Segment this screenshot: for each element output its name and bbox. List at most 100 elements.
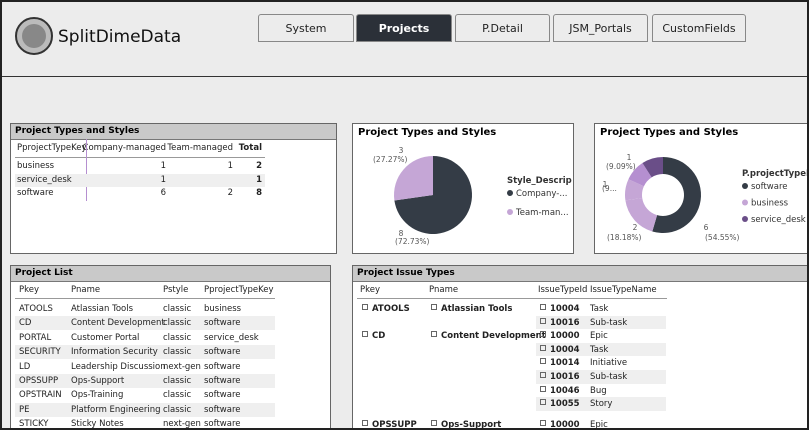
- pie-panel: Project Types and Styles 8 (72.73%) 3 (27.27…: [352, 123, 574, 254]
- row-key: service_desk: [17, 174, 72, 185]
- expand-icon: [362, 331, 368, 338]
- slice: [394, 156, 433, 201]
- cell: OPSTRAIN: [19, 390, 62, 401]
- column-header: Pkey: [360, 285, 381, 295]
- legend-label: business: [751, 199, 789, 209]
- legend-marker: [742, 199, 748, 206]
- logo-icon: [15, 17, 53, 55]
- column-header: Company-managed: [82, 143, 166, 153]
- legend-title: Style_Descrip: [507, 176, 572, 186]
- legend-label: Team-man...: [515, 208, 569, 218]
- legend-label: service_desk: [751, 215, 806, 225]
- cell: Platform Engineering: [71, 404, 161, 415]
- percent-label: (9.09%): [606, 162, 636, 171]
- logo-text: SplitDimeData: [58, 27, 182, 47]
- cell: service_desk: [204, 332, 259, 343]
- cell: Ops-Training: [71, 390, 124, 401]
- column-header: IssueTypeName: [590, 285, 657, 295]
- nav-tab[interactable]: CustomFields: [652, 14, 746, 42]
- data-label: 3: [399, 146, 404, 155]
- expand-icon: [431, 419, 437, 426]
- nav-tab[interactable]: Projects: [356, 14, 452, 42]
- panel-title: Project Types and Styles: [600, 127, 739, 138]
- slice: [625, 179, 644, 201]
- matrix-panel: Project Types and Styles PprojectTypeKey C…: [10, 123, 337, 254]
- slice: [628, 163, 652, 187]
- row-stripe: [15, 345, 275, 360]
- cell: classic: [163, 404, 192, 415]
- cell: classic: [163, 376, 192, 386]
- cell: 10004: [550, 304, 580, 314]
- data-label: 1: [627, 153, 632, 162]
- nav-tab[interactable]: System: [258, 14, 354, 42]
- cell: 10046: [550, 385, 580, 396]
- cell: Ops-Support: [71, 376, 125, 386]
- cell: PORTAL: [19, 332, 52, 343]
- cell: Information Security: [71, 347, 158, 358]
- group-key: CD: [372, 331, 386, 342]
- legend-label: software: [751, 182, 788, 192]
- group-name: Ops-Support: [441, 419, 502, 430]
- cell: classic: [163, 318, 192, 329]
- legend-marker: [507, 190, 513, 196]
- slice: [652, 157, 701, 233]
- expand-icon: [540, 385, 546, 392]
- cell: software: [204, 419, 241, 430]
- cell: Sub-task: [590, 317, 628, 328]
- cell: 1: [256, 174, 262, 185]
- expand-icon: [540, 344, 546, 351]
- expand-icon: [540, 419, 546, 426]
- row-stripe: [15, 402, 275, 417]
- group-name: Content Development: [441, 331, 546, 342]
- percent-label: (27.27%): [373, 155, 408, 164]
- cell: 10004: [550, 344, 580, 355]
- row-stripe: [15, 316, 275, 331]
- issue-types-panel: Project Issue Types Pkey Pname IssueTypeId I…: [352, 265, 807, 430]
- nav-tab[interactable]: JSM_Portals: [553, 14, 648, 42]
- cell: Sub-task: [590, 372, 628, 382]
- column-header: Team-managed: [167, 143, 233, 153]
- cell: CD: [19, 318, 32, 329]
- panel-title: Project Types and Styles: [358, 127, 497, 138]
- cell: 1: [160, 161, 166, 171]
- cell: Initiative: [590, 358, 628, 369]
- legend-title: P.projectTypeKey: [742, 169, 809, 179]
- row-stripe: [15, 173, 265, 187]
- cell: Story: [590, 399, 613, 410]
- expand-icon: [540, 399, 546, 406]
- cell: business: [204, 304, 242, 314]
- slice: [394, 156, 472, 234]
- cell: next-gen: [163, 361, 201, 372]
- cell: Bug: [590, 385, 607, 396]
- cell: Content Development: [71, 318, 165, 329]
- nav-tab[interactable]: P.Detail: [455, 14, 550, 42]
- slice: [625, 197, 658, 232]
- cell: 10016: [550, 372, 580, 382]
- cell: 10000: [550, 331, 580, 342]
- panel-title: Project Issue Types: [353, 266, 807, 282]
- cell: 2: [227, 188, 233, 198]
- header-rule: [15, 298, 275, 299]
- header-rule: [357, 298, 667, 299]
- row-key: business: [17, 161, 55, 171]
- cell: Task: [590, 304, 609, 314]
- cell: 2: [256, 161, 262, 171]
- cell: Customer Portal: [71, 332, 140, 343]
- slice: [642, 157, 663, 178]
- cell: next-gen: [163, 419, 201, 430]
- expand-icon: [431, 331, 437, 338]
- header-rule: [15, 157, 265, 158]
- donut-chart: 6(54.55%)2(18.18%)1(9...1(9.09%)P.projec…: [602, 153, 809, 242]
- percent-label: (54.55%): [705, 233, 740, 242]
- group-key: OPSSUPP: [372, 419, 417, 430]
- cell: 1: [160, 174, 166, 185]
- cell: Epic: [590, 331, 608, 342]
- cell: classic: [163, 347, 192, 358]
- column-header: IssueTypeId: [538, 285, 588, 295]
- panel-title: Project List: [11, 266, 330, 282]
- cell: STICKY: [19, 419, 49, 430]
- legend-marker: [507, 209, 513, 215]
- cell: 10000: [550, 419, 580, 430]
- cell: software: [204, 390, 241, 401]
- cell: Atlassian Tools: [71, 304, 134, 314]
